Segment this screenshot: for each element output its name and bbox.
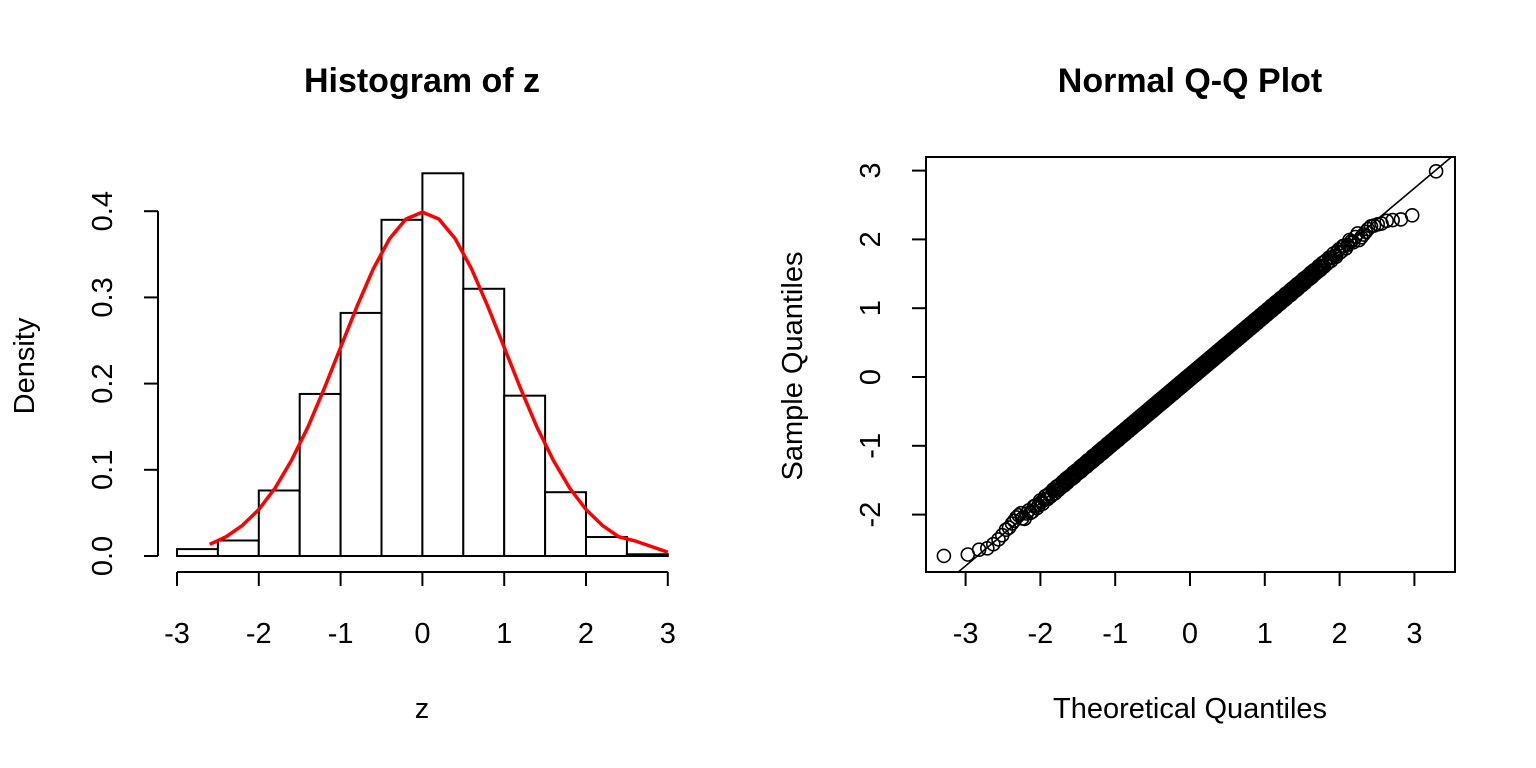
qq-point bbox=[1404, 208, 1420, 223]
qq-y-tick-label: -2 bbox=[855, 502, 887, 528]
histogram-y-tick-label: 0.4 bbox=[87, 191, 119, 231]
density-curve-group bbox=[208, 210, 669, 554]
qq-point bbox=[985, 536, 1001, 552]
histogram-y-tick-label: 0.2 bbox=[87, 363, 119, 403]
qq-x-tick-label: -3 bbox=[953, 618, 979, 650]
qq-point bbox=[1379, 213, 1394, 229]
qq-point bbox=[1009, 510, 1024, 525]
qq-y-tick-label: 0 bbox=[855, 369, 887, 385]
histogram-x-label: z bbox=[415, 693, 430, 725]
histogram-x-tick-label: 3 bbox=[660, 618, 676, 650]
histogram-x-axis: -3 -2 -1 0 1 2 3 bbox=[164, 571, 676, 650]
histogram-x-tick-label: 0 bbox=[414, 618, 430, 650]
qq-title: Normal Q-Q Plot bbox=[1058, 62, 1322, 100]
histogram-bar bbox=[298, 392, 342, 557]
qq-point bbox=[991, 532, 1006, 547]
qq-y-tick-label: 2 bbox=[855, 231, 887, 247]
qq-x-tick-label: -1 bbox=[1102, 618, 1128, 650]
qq-y-tick-label: -1 bbox=[855, 433, 887, 459]
histogram-x-tick-label: -3 bbox=[164, 618, 190, 650]
histogram-title: Histogram of z bbox=[304, 62, 540, 100]
qq-point bbox=[1428, 164, 1444, 179]
histogram-y-label: Density bbox=[9, 317, 41, 414]
qq-x-tick-label: 2 bbox=[1332, 618, 1348, 650]
histogram-x-tick-label: 1 bbox=[496, 618, 512, 650]
qq-x-label: Theoretical Quantiles bbox=[1053, 693, 1327, 725]
histogram-y-tick-label: 0.3 bbox=[87, 277, 119, 317]
qq-x-tick-label: -2 bbox=[1028, 618, 1054, 650]
qq-x-tick-label: 0 bbox=[1182, 618, 1198, 650]
histogram-bar bbox=[380, 218, 424, 557]
qq-y-tick-label: 3 bbox=[855, 163, 887, 179]
histogram-x-tick-label: -2 bbox=[246, 618, 272, 650]
histogram-y-tick-label: 0.0 bbox=[87, 536, 119, 576]
histogram-y-tick-label: 0.1 bbox=[87, 450, 119, 490]
density-curve bbox=[208, 210, 669, 554]
qq-x-tick-label: 3 bbox=[1406, 618, 1422, 650]
qq-plot-panel: Normal Q-Q Plot Theoretical Quantiles Sa… bbox=[777, 62, 1456, 725]
qq-points bbox=[936, 164, 1444, 564]
histogram-bar bbox=[625, 553, 669, 558]
qq-x-axis: -3 -2 -1 0 1 2 3 bbox=[953, 572, 1422, 650]
histogram-bar bbox=[216, 539, 260, 558]
histogram-x-tick-label: -1 bbox=[328, 618, 354, 650]
histogram-bar bbox=[503, 394, 547, 557]
histogram-bar bbox=[421, 172, 465, 557]
qq-y-axis: -2 -1 0 1 2 3 bbox=[855, 163, 926, 528]
histogram-y-axis: 0.0 0.1 0.2 0.3 0.4 bbox=[87, 191, 159, 576]
qq-y-label: Sample Quantiles bbox=[777, 252, 809, 481]
histogram-bars bbox=[176, 172, 669, 558]
qq-point bbox=[971, 542, 987, 558]
histogram-bar bbox=[339, 311, 383, 557]
qq-y-tick-label: 1 bbox=[855, 300, 887, 316]
qq-point bbox=[1385, 212, 1400, 228]
histogram-x-tick-label: 2 bbox=[578, 618, 594, 650]
qq-x-tick-label: 1 bbox=[1257, 618, 1273, 650]
histogram-bar bbox=[176, 548, 219, 558]
qq-point bbox=[936, 548, 952, 564]
histogram-bar bbox=[585, 536, 628, 558]
histogram-panel: Histogram of z z Density -3 -2 -1 0 1 2 3 0.00… bbox=[9, 62, 676, 725]
